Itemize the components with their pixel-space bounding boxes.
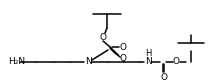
- Text: O: O: [120, 54, 126, 62]
- Text: H₂N: H₂N: [8, 58, 25, 66]
- Text: O: O: [172, 58, 180, 66]
- Text: N: N: [145, 58, 151, 66]
- Text: O: O: [161, 72, 167, 82]
- Text: N: N: [85, 58, 91, 66]
- Text: H: H: [145, 48, 151, 58]
- Text: O: O: [120, 42, 126, 51]
- Text: O: O: [99, 33, 107, 42]
